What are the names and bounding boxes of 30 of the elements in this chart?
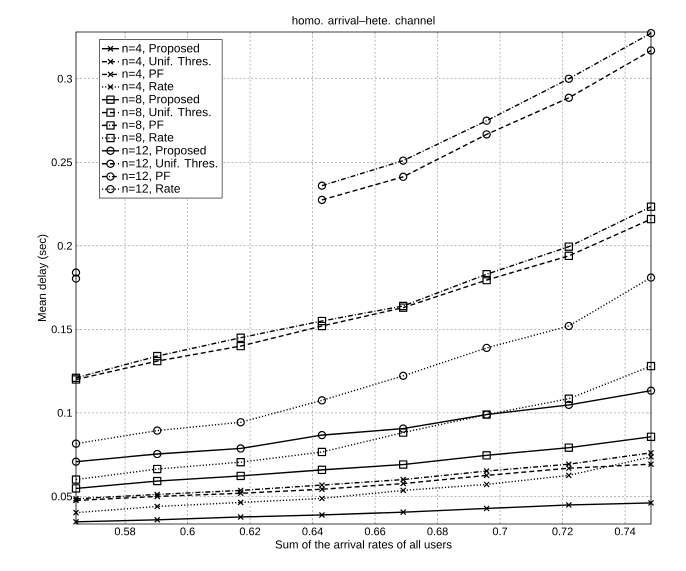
legend-label: n=12, Unif. Thres. (122, 158, 218, 169)
legend-label: n=4, Rate (122, 82, 174, 92)
legend-label: n=8, Rate (122, 133, 174, 143)
x-tick-label: 0.74 (614, 528, 636, 536)
x-tick-label: 0.66 (364, 528, 386, 536)
x-tick-label: 0.58 (114, 528, 136, 536)
x-tick-label: 0.62 (240, 528, 260, 536)
legend-label: n=8, Unif. Thres. (122, 108, 210, 118)
y-tick-label: 0.05 (52, 492, 72, 500)
y-tick-label: 0.2 (58, 242, 72, 250)
legend-label: n=12, PF (122, 172, 170, 182)
y-tick-label: 0.25 (52, 158, 72, 166)
legend-label: n=12, Proposed (122, 146, 206, 157)
x-tick-label: 0.68 (427, 528, 448, 536)
legend-label: n=4, Unif. Thres. (122, 56, 210, 67)
legend-label: n=4, PF (122, 70, 164, 80)
x-axis-title: Sum of the arrival rates of all users (276, 540, 452, 549)
x-tick-label: 0.7 (492, 528, 508, 536)
x-tick-label: 0.6 (180, 528, 195, 536)
legend-label: n=12, Rate (122, 184, 180, 194)
x-tick-label: 0.64 (302, 528, 323, 536)
y-tick-label: 0.3 (58, 74, 72, 83)
legend-label: n=4, Proposed (122, 44, 199, 55)
chart-title: homo. arrival–hete. channel (292, 16, 434, 24)
y-axis-title: Mean delay (sec) (38, 234, 48, 321)
y-tick-label: 0.15 (52, 326, 72, 334)
y-tick-label: 0.1 (58, 409, 72, 417)
legend-label: n=8, PF (122, 120, 164, 130)
legend-label: n=8, Proposed (122, 94, 199, 106)
x-tick-label: 0.72 (552, 528, 573, 536)
